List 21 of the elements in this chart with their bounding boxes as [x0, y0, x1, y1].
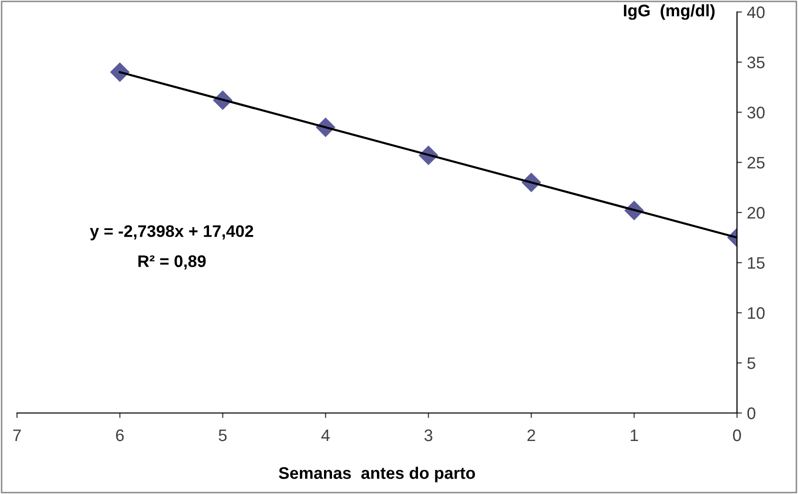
x-tick-label: 7	[13, 430, 21, 442]
x-axis-title: Semanas antes do parto	[278, 466, 475, 482]
x-tick-label: 3	[424, 429, 432, 442]
y-tick-label: 30	[747, 106, 765, 118]
annotation: y = -2,7398x + 17,402	[90, 225, 254, 240]
y-axis-title: IgG (mg/dl)	[624, 4, 715, 20]
y-tick-label: 0	[747, 407, 756, 420]
x-tick-label: 6	[116, 429, 124, 442]
annotation: R² = 0,89	[138, 255, 206, 270]
y-tick-label: 25	[748, 156, 765, 169]
x-tick-label: 0	[733, 429, 741, 442]
y-tick-label: 10	[748, 307, 765, 319]
y-tick-label: 40	[747, 6, 765, 18]
y-tick-label: 5	[747, 357, 756, 370]
y-tick-label: 20	[748, 206, 765, 219]
y-tick-label: 15	[748, 257, 765, 269]
x-tick-label: 2	[527, 429, 536, 442]
x-tick-label: 1	[630, 430, 638, 442]
x-tick-label: 5	[218, 430, 227, 442]
y-tick-label: 35	[747, 56, 765, 68]
x-tick-label: 4	[321, 430, 330, 442]
